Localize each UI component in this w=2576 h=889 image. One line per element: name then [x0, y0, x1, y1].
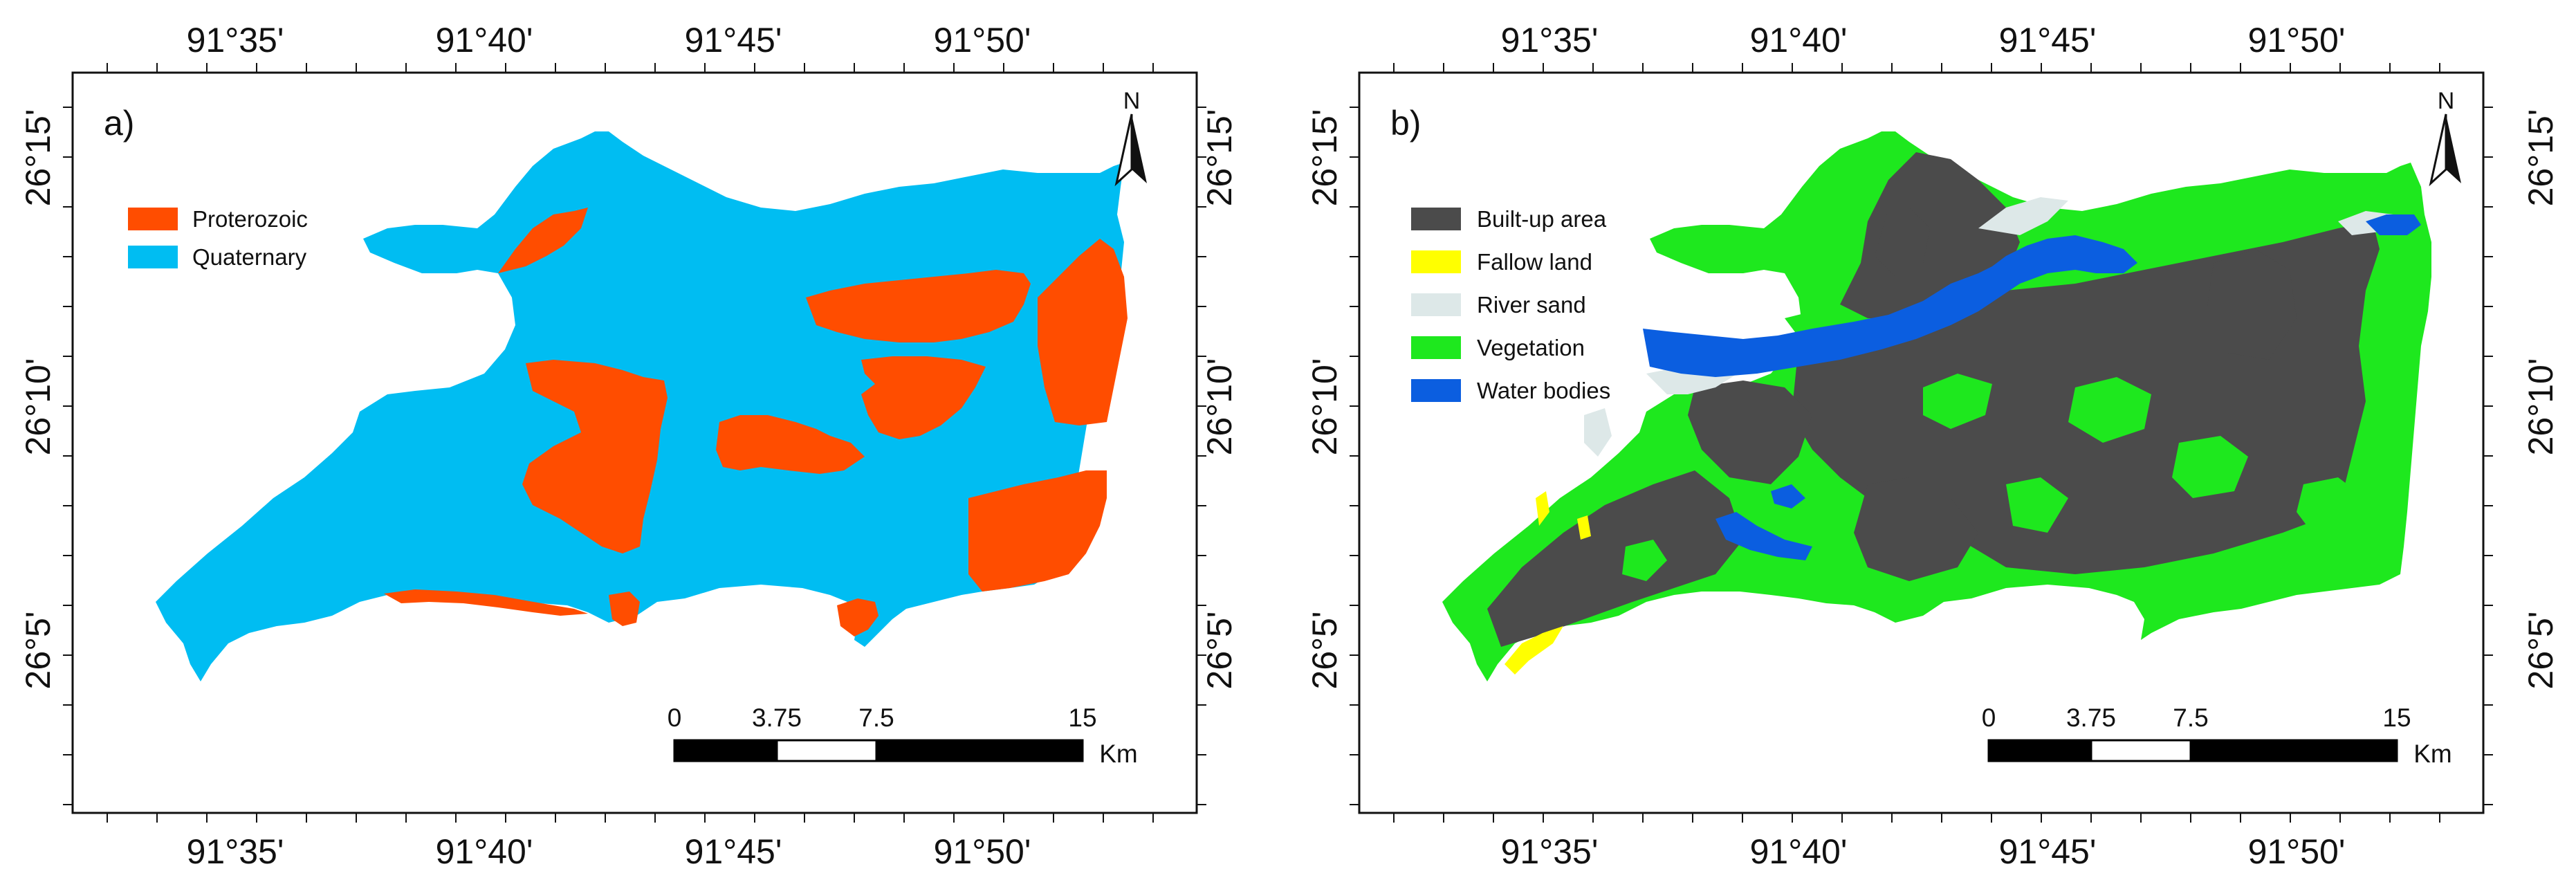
vegetation-region: [2068, 377, 2151, 443]
fallow-land-region: [1536, 491, 1549, 526]
north-label: N: [1123, 88, 1141, 114]
north-label: N: [2438, 88, 2455, 114]
panel-b-landuse-map: Built-up area Fallow land River sand Veg…: [1305, 21, 2560, 871]
river-sand-region: [1978, 197, 2068, 235]
proterozoic-region: [716, 415, 865, 474]
proterozoic-region: [968, 470, 1107, 592]
lon-label-bottom: 91°35': [187, 832, 284, 871]
lat-label-left: 26°10': [1305, 358, 1344, 456]
coordinates-b: 91°35' 91°40' 91°45' 91°50' 91°35' 91°40…: [1305, 21, 2560, 871]
lat-label-left: 26°5': [1305, 612, 1344, 690]
scale-tick-0: 0: [668, 704, 682, 732]
lat-label-right: 26°5': [1200, 612, 1239, 690]
lat-label-right: 26°10': [1200, 358, 1239, 456]
legend-swatch-proterozoic: [128, 208, 178, 230]
lon-label-top: 91°50': [934, 21, 1031, 59]
lat-label-right: 26°10': [2521, 358, 2560, 456]
lon-label-top: 91°45': [685, 21, 782, 59]
lon-label-bottom: 91°40': [436, 832, 533, 871]
panel-b-tag: b): [1390, 104, 1421, 143]
lon-label-bottom: 91°40': [1750, 832, 1848, 871]
legend-label-vegetation: Vegetation: [1477, 335, 1585, 360]
legend-label-quaternary: Quaternary: [192, 244, 307, 270]
proterozoic-region: [861, 356, 986, 439]
proterozoic-region: [806, 270, 1031, 342]
lat-label-left: 26°15': [1305, 109, 1344, 207]
lon-label-bottom: 91°35': [1501, 832, 1599, 871]
vegetation-region: [2297, 477, 2366, 540]
built-up-area-region: [1688, 381, 1812, 484]
lat-label-left: 26°15': [19, 109, 57, 207]
vegetation-region: [1923, 374, 1992, 429]
legend-swatch-river-sand: [1411, 293, 1461, 316]
legend-swatch-vegetation: [1411, 336, 1461, 359]
water-bodies-region: [1771, 484, 1805, 508]
legend-label-water-bodies: Water bodies: [1477, 378, 1610, 403]
lon-label-bottom: 91°50': [934, 832, 1031, 871]
built-up-area-region: [2207, 249, 2297, 360]
lat-label-left: 26°10': [19, 358, 57, 456]
panel-a-geology-map: Proterozoic Quaternary a) N 0 3.75 7.5 1…: [19, 21, 1239, 871]
water-bodies-region: [1643, 235, 2137, 377]
water-bodies-region: [2366, 214, 2421, 235]
proterozoic-region: [609, 592, 640, 626]
legend-swatch-water-bodies: [1411, 379, 1461, 402]
vegetation-region: [2172, 436, 2248, 498]
river-sand-region: [1584, 408, 1612, 457]
fallow-land-region: [1577, 515, 1591, 540]
scale-tick-7-5: 7.5: [858, 704, 894, 732]
proterozoic-region: [498, 208, 588, 273]
scale-tick-3-75: 3.75: [752, 704, 802, 732]
scale-unit: Km: [2413, 740, 2452, 768]
legend-label-built-up: Built-up area: [1477, 206, 1607, 232]
built-up-area-region: [1487, 470, 1743, 647]
water-bodies-region: [1715, 512, 1812, 560]
frame-ticks: [63, 63, 2493, 823]
scale-bar-a: 0 3.75 7.5 15 Km: [668, 704, 1138, 768]
legend-b: Built-up area Fallow land River sand Veg…: [1411, 206, 1610, 403]
coordinates-a: 91°35' 91°40' 91°45' 91°50' 91°35' 91°40…: [19, 21, 1239, 871]
scale-tick-3-75: 3.75: [2066, 704, 2116, 732]
lat-label-right: 26°5': [2521, 612, 2560, 690]
legend-swatch-quaternary: [128, 246, 178, 268]
fallow-land-region: [1505, 626, 1563, 675]
proterozoic-region: [1038, 239, 1128, 425]
lon-label-bottom: 91°45': [685, 832, 782, 871]
proterozoic-region: [384, 589, 588, 616]
lon-label-top: 91°35': [187, 21, 284, 59]
lat-label-right: 26°15': [1200, 109, 1239, 207]
panel-a-tag: a): [104, 104, 134, 143]
scale-bar-b: 0 3.75 7.5 15 Km: [1982, 704, 2452, 768]
built-up-area-region: [1854, 477, 1978, 581]
lon-label-top: 91°50': [2248, 21, 2346, 59]
legend-swatch-built-up: [1411, 208, 1461, 230]
north-arrow-icon: N: [2429, 88, 2461, 187]
lon-label-top: 91°40': [1750, 21, 1848, 59]
legend-a: Proterozoic Quaternary: [128, 206, 308, 270]
north-arrow-icon: N: [1114, 88, 1147, 187]
lon-label-top: 91°35': [1501, 21, 1599, 59]
lon-label-top: 91°40': [436, 21, 533, 59]
scale-tick-15: 15: [1068, 704, 1096, 732]
built-up-area-region: [1875, 208, 1930, 277]
legend-label-proterozoic: Proterozoic: [192, 206, 308, 232]
lat-label-right: 26°15': [2521, 109, 2560, 207]
lat-label-left: 26°5': [19, 612, 57, 690]
proterozoic-region: [522, 360, 668, 553]
lon-label-bottom: 91°45': [1999, 832, 2097, 871]
scale-tick-15: 15: [2382, 704, 2411, 732]
scale-unit: Km: [1099, 740, 1138, 768]
legend-swatch-fallow-land: [1411, 250, 1461, 273]
lon-label-bottom: 91°50': [2248, 832, 2346, 871]
vegetation-region: [2006, 477, 2068, 533]
scale-tick-0: 0: [1982, 704, 1996, 732]
lon-label-top: 91°45': [1999, 21, 2097, 59]
scale-tick-7-5: 7.5: [2173, 704, 2208, 732]
vegetation-region: [1622, 540, 1667, 581]
legend-label-fallow-land: Fallow land: [1477, 249, 1592, 275]
proterozoic-region: [837, 598, 878, 636]
legend-label-river-sand: River sand: [1477, 292, 1586, 318]
